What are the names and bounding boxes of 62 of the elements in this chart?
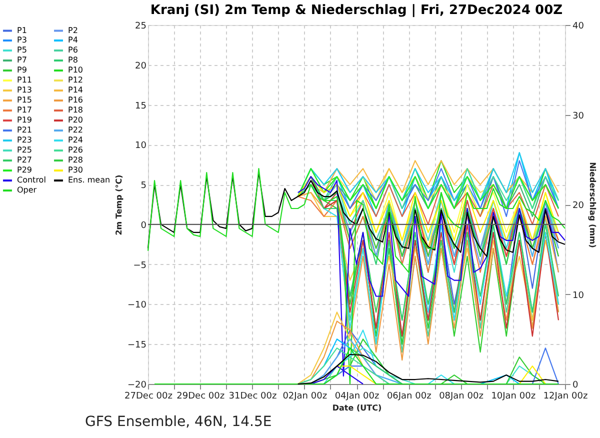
- y2-tick-label: 30: [572, 111, 584, 122]
- y-tick-label: 20: [135, 61, 147, 72]
- legend-label: P19: [17, 116, 32, 124]
- legend-label: P25: [17, 146, 32, 154]
- x-tick-label: 02Jan 00z: [282, 392, 328, 402]
- y-tick-label: −20: [128, 380, 147, 390]
- x-tick-label: 29Dec 00z: [176, 392, 225, 402]
- y-tick-label: −15: [128, 340, 146, 351]
- legend-label: P1: [17, 26, 27, 35]
- legend-label: P21: [17, 126, 32, 134]
- x-tick-label: 04Jan 00z: [334, 392, 380, 402]
- x-tick-label: 06Jan 00z: [386, 392, 432, 402]
- legend-label: P12: [68, 76, 84, 84]
- y-tick-label: 25: [135, 22, 146, 32]
- legend-label: P7: [17, 56, 27, 64]
- x-tick-label: 08Jan 00z: [439, 392, 484, 402]
- legend-label: Ens. mean: [68, 176, 110, 184]
- legend-label: Oper: [17, 186, 38, 194]
- legend-label: P24: [68, 136, 84, 144]
- y2-tick-label: 20: [572, 201, 584, 211]
- y-tick-label: −10: [128, 300, 147, 311]
- y2-tick-label: 0: [572, 380, 578, 390]
- y2-tick-label: 40: [572, 22, 584, 32]
- legend-label: P9: [17, 66, 27, 74]
- x-tick-label: 27Dec 00z: [124, 392, 173, 402]
- x-tick-label: 31Dec 00z: [228, 392, 277, 402]
- legend-label: P14: [68, 86, 84, 94]
- y-tick-label: 0: [140, 220, 147, 231]
- legend-label: P28: [68, 156, 84, 164]
- legend-label: P3: [17, 36, 27, 44]
- legend-label: P26: [68, 146, 84, 154]
- y-tick-label: 15: [135, 101, 146, 112]
- y-tick-label: 5: [140, 181, 146, 192]
- legend-label: Control: [17, 176, 46, 184]
- y-tick-label: −5: [133, 260, 146, 271]
- legend-label: P6: [68, 46, 78, 54]
- legend-label: P10: [68, 66, 84, 74]
- x-axis-title: Date (UTC): [332, 404, 382, 412]
- legend-label: P17: [17, 106, 32, 114]
- x-tick-label: 10Jan 00z: [491, 392, 536, 402]
- y-axis-title: 2m Temp (°C): [114, 174, 124, 236]
- y2-tick-label: 10: [572, 290, 584, 301]
- x-tick-label: 12Jan 00z: [543, 392, 588, 402]
- legend-label: P22: [68, 126, 84, 134]
- legend-label: P11: [17, 76, 32, 84]
- legend-label: P4: [68, 36, 78, 44]
- legend-label: P13: [17, 86, 32, 94]
- legend-label: P8: [68, 56, 78, 64]
- legend-label: P23: [17, 136, 32, 144]
- y-tick-label: 10: [135, 141, 147, 152]
- legend-label: P30: [68, 166, 84, 174]
- legend-label: P29: [17, 166, 32, 174]
- legend-label: P15: [17, 96, 32, 104]
- legend-label: P16: [68, 96, 84, 104]
- legend-label: P27: [17, 156, 32, 164]
- text: GFS Ensemble, 46N, 14.5E: [84, 414, 273, 432]
- legend-label: P20: [68, 116, 84, 124]
- legend-label: P18: [68, 106, 84, 114]
- legend-label: P2: [68, 26, 78, 35]
- y2-axis-title: Niederschlag (mm): [588, 162, 597, 248]
- chart-title: Kranj (SI) 2m Temp & Niederschlag | Fri, 27Dec2024 00Z: [150, 3, 563, 18]
- legend-label: P5: [17, 46, 27, 54]
